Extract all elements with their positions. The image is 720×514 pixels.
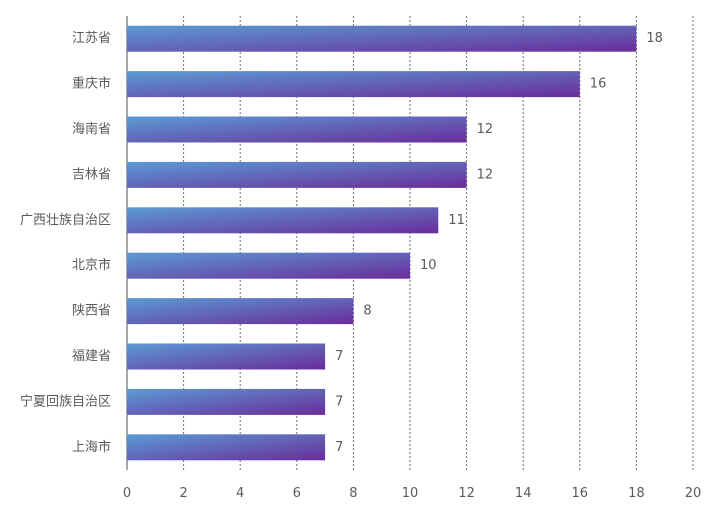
x-tick-label: 18	[628, 486, 645, 501]
bar	[127, 161, 467, 188]
data-label: 11	[448, 213, 465, 228]
bar-layer	[127, 25, 637, 461]
bar	[127, 207, 439, 234]
bar	[127, 25, 637, 52]
bar	[127, 298, 354, 325]
category-label: 上海市	[72, 439, 111, 455]
category-label: 广西壮族自治区	[20, 212, 111, 228]
bar	[127, 252, 410, 279]
x-tick-label: 2	[179, 486, 187, 501]
x-tick-label: 8	[349, 486, 357, 501]
x-tick-label: 0	[123, 486, 131, 501]
category-label: 吉林省	[72, 167, 111, 182]
data-label: 7	[335, 394, 343, 409]
bar	[127, 71, 580, 98]
category-label: 宁夏回族自治区	[20, 393, 111, 409]
label-layer: 0 2 4 6 8 10 12 14 16 18 20 江苏省 18 重庆市 16 海南省 12 吉林省 12 广西壮…	[20, 30, 701, 501]
x-tick-label: 20	[685, 486, 702, 501]
category-label: 海南省	[72, 121, 111, 137]
bar	[127, 434, 326, 461]
category-label: 福建省	[72, 349, 111, 364]
bar	[127, 116, 467, 143]
category-label: 江苏省	[72, 30, 111, 46]
data-label: 16	[590, 77, 607, 92]
data-label: 7	[335, 440, 343, 455]
data-label: 12	[477, 122, 494, 137]
data-label: 7	[335, 349, 343, 364]
data-label: 18	[646, 31, 663, 46]
x-tick-label: 10	[402, 486, 419, 501]
bar	[127, 388, 326, 415]
x-tick-label: 12	[458, 486, 475, 501]
x-tick-label: 14	[515, 486, 532, 501]
category-label: 北京市	[72, 257, 111, 273]
bar	[127, 343, 326, 370]
data-label: 10	[420, 258, 437, 273]
category-label: 陕西省	[72, 304, 111, 319]
data-label: 8	[363, 304, 371, 319]
x-tick-label: 16	[572, 486, 589, 501]
data-label: 12	[477, 167, 494, 182]
x-tick-label: 4	[236, 486, 244, 501]
x-tick-label: 6	[293, 486, 301, 501]
category-label: 重庆市	[72, 76, 111, 92]
